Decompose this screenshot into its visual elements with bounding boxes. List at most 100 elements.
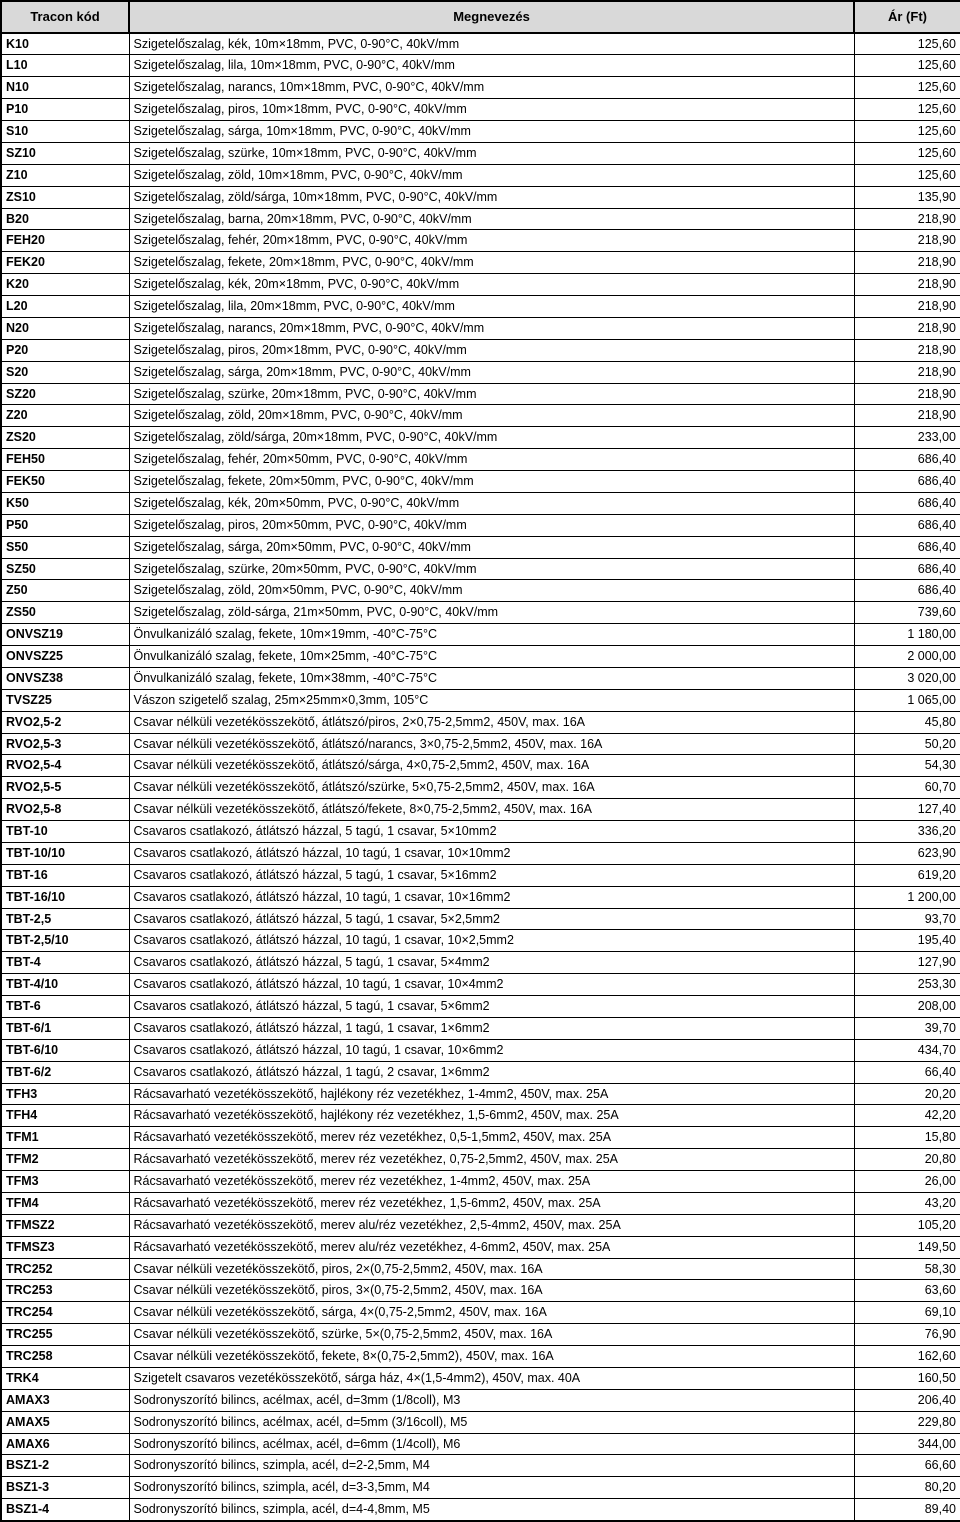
cell-code: K50 [1, 492, 129, 514]
table-row: Z20Szigetelőszalag, zöld, 20m×18mm, PVC,… [1, 405, 960, 427]
cell-code: K20 [1, 274, 129, 296]
table-row: P20Szigetelőszalag, piros, 20m×18mm, PVC… [1, 339, 960, 361]
cell-code: P50 [1, 514, 129, 536]
cell-code: L20 [1, 296, 129, 318]
cell-desc: Csavar nélküli vezetékösszekötő, piros, … [129, 1280, 854, 1302]
cell-desc: Szigetelőszalag, piros, 20m×50mm, PVC, 0… [129, 514, 854, 536]
cell-price: 125,60 [854, 33, 960, 55]
cell-price: 125,60 [854, 77, 960, 99]
cell-price: 195,40 [854, 930, 960, 952]
cell-code: SZ10 [1, 142, 129, 164]
table-row: P50Szigetelőszalag, piros, 20m×50mm, PVC… [1, 514, 960, 536]
cell-code: TBT-16/10 [1, 886, 129, 908]
table-row: TBT-4Csavaros csatlakozó, átlátszó házza… [1, 952, 960, 974]
cell-desc: Szigetelőszalag, piros, 10m×18mm, PVC, 0… [129, 99, 854, 121]
table-row: TFM3Rácsavarható vezetékösszekötő, merev… [1, 1171, 960, 1193]
cell-price: 3 020,00 [854, 667, 960, 689]
cell-desc: Sodronyszorító bilincs, szimpla, acél, d… [129, 1477, 854, 1499]
table-row: TFH3Rácsavarható vezetékösszekötő, hajlé… [1, 1083, 960, 1105]
cell-code: TBT-6 [1, 996, 129, 1018]
table-row: ZS10Szigetelőszalag, zöld/sárga, 10m×18m… [1, 186, 960, 208]
cell-code: TBT-2,5 [1, 908, 129, 930]
cell-price: 89,40 [854, 1499, 960, 1521]
cell-price: 1 065,00 [854, 689, 960, 711]
cell-desc: Rácsavarható vezetékösszekötő, merev réz… [129, 1149, 854, 1171]
cell-desc: Szigetelőszalag, szürke, 20m×18mm, PVC, … [129, 383, 854, 405]
table-row: FEK50Szigetelőszalag, fekete, 20m×50mm, … [1, 471, 960, 493]
cell-code: TFH4 [1, 1105, 129, 1127]
cell-price: 336,20 [854, 821, 960, 843]
table-row: S10Szigetelőszalag, sárga, 10m×18mm, PVC… [1, 121, 960, 143]
table-row: TFM2Rácsavarható vezetékösszekötő, merev… [1, 1149, 960, 1171]
cell-code: TFH3 [1, 1083, 129, 1105]
cell-desc: Szigetelőszalag, fehér, 20m×18mm, PVC, 0… [129, 230, 854, 252]
table-row: TBT-10Csavaros csatlakozó, átlátszó házz… [1, 821, 960, 843]
cell-desc: Csavaros csatlakozó, átlátszó házzal, 10… [129, 886, 854, 908]
cell-desc: Szigetelőszalag, zöld, 20m×50mm, PVC, 0-… [129, 580, 854, 602]
cell-price: 42,20 [854, 1105, 960, 1127]
cell-price: 686,40 [854, 449, 960, 471]
cell-desc: Szigetelőszalag, zöld, 20m×18mm, PVC, 0-… [129, 405, 854, 427]
table-row: TFM4Rácsavarható vezetékösszekötő, merev… [1, 1192, 960, 1214]
cell-desc: Csavar nélküli vezetékösszekötő, sárga, … [129, 1302, 854, 1324]
cell-code: TBT-4/10 [1, 974, 129, 996]
cell-desc: Szigetelőszalag, sárga, 10m×18mm, PVC, 0… [129, 121, 854, 143]
cell-desc: Csavaros csatlakozó, átlátszó házzal, 1 … [129, 1017, 854, 1039]
cell-price: 125,60 [854, 121, 960, 143]
cell-desc: Vászon szigetelő szalag, 25m×25mm×0,3mm,… [129, 689, 854, 711]
cell-code: RVO2,5-2 [1, 711, 129, 733]
table-row: TBT-16Csavaros csatlakozó, átlátszó házz… [1, 864, 960, 886]
cell-code: SZ20 [1, 383, 129, 405]
cell-desc: Csavar nélküli vezetékösszekötő, átlátsz… [129, 755, 854, 777]
cell-code: TRC254 [1, 1302, 129, 1324]
cell-price: 66,60 [854, 1455, 960, 1477]
cell-code: ZS10 [1, 186, 129, 208]
cell-price: 125,60 [854, 164, 960, 186]
cell-desc: Szigetelőszalag, piros, 20m×18mm, PVC, 0… [129, 339, 854, 361]
cell-code: P20 [1, 339, 129, 361]
cell-code: TRC255 [1, 1324, 129, 1346]
cell-desc: Csavaros csatlakozó, átlátszó házzal, 5 … [129, 864, 854, 886]
cell-desc: Szigetelőszalag, szürke, 10m×18mm, PVC, … [129, 142, 854, 164]
cell-price: 149,50 [854, 1236, 960, 1258]
cell-price: 58,30 [854, 1258, 960, 1280]
table-row: B20Szigetelőszalag, barna, 20m×18mm, PVC… [1, 208, 960, 230]
table-row: TBT-4/10Csavaros csatlakozó, átlátszó há… [1, 974, 960, 996]
cell-desc: Szigetelőszalag, fehér, 20m×50mm, PVC, 0… [129, 449, 854, 471]
cell-code: TFM1 [1, 1127, 129, 1149]
table-row: ZS50Szigetelőszalag, zöld-sárga, 21m×50m… [1, 602, 960, 624]
table-row: SZ10Szigetelőszalag, szürke, 10m×18mm, P… [1, 142, 960, 164]
table-row: L20Szigetelőszalag, lila, 20m×18mm, PVC,… [1, 296, 960, 318]
table-row: BSZ1-4Sodronyszorító bilincs, szimpla, a… [1, 1499, 960, 1521]
cell-desc: Szigetelőszalag, fekete, 20m×50mm, PVC, … [129, 471, 854, 493]
table-row: TBT-16/10Csavaros csatlakozó, átlátszó h… [1, 886, 960, 908]
cell-price: 623,90 [854, 842, 960, 864]
cell-desc: Szigetelt csavaros vezetékösszekötő, sár… [129, 1367, 854, 1389]
cell-price: 686,40 [854, 580, 960, 602]
cell-price: 50,20 [854, 733, 960, 755]
cell-code: FEH20 [1, 230, 129, 252]
cell-price: 686,40 [854, 536, 960, 558]
table-row: SZ20Szigetelőszalag, szürke, 20m×18mm, P… [1, 383, 960, 405]
cell-code: B20 [1, 208, 129, 230]
cell-desc: Csavar nélküli vezetékösszekötő, szürke,… [129, 1324, 854, 1346]
cell-price: 127,90 [854, 952, 960, 974]
cell-code: AMAX5 [1, 1411, 129, 1433]
cell-desc: Rácsavarható vezetékösszekötő, merev réz… [129, 1192, 854, 1214]
cell-price: 218,90 [854, 317, 960, 339]
cell-price: 619,20 [854, 864, 960, 886]
cell-price: 93,70 [854, 908, 960, 930]
table-row: K10Szigetelőszalag, kék, 10m×18mm, PVC, … [1, 33, 960, 55]
cell-desc: Csavaros csatlakozó, átlátszó házzal, 10… [129, 1039, 854, 1061]
cell-price: 125,60 [854, 55, 960, 77]
table-row: TFMSZ3Rácsavarható vezetékösszekötő, mer… [1, 1236, 960, 1258]
col-header-desc: Megnevezés [129, 1, 854, 33]
cell-price: 20,80 [854, 1149, 960, 1171]
table-row: N10Szigetelőszalag, narancs, 10m×18mm, P… [1, 77, 960, 99]
cell-desc: Szigetelőszalag, lila, 20m×18mm, PVC, 0-… [129, 296, 854, 318]
table-row: Z10Szigetelőszalag, zöld, 10m×18mm, PVC,… [1, 164, 960, 186]
cell-code: RVO2,5-4 [1, 755, 129, 777]
table-row: RVO2,5-5Csavar nélküli vezetékösszekötő,… [1, 777, 960, 799]
cell-price: 253,30 [854, 974, 960, 996]
cell-code: RVO2,5-5 [1, 777, 129, 799]
